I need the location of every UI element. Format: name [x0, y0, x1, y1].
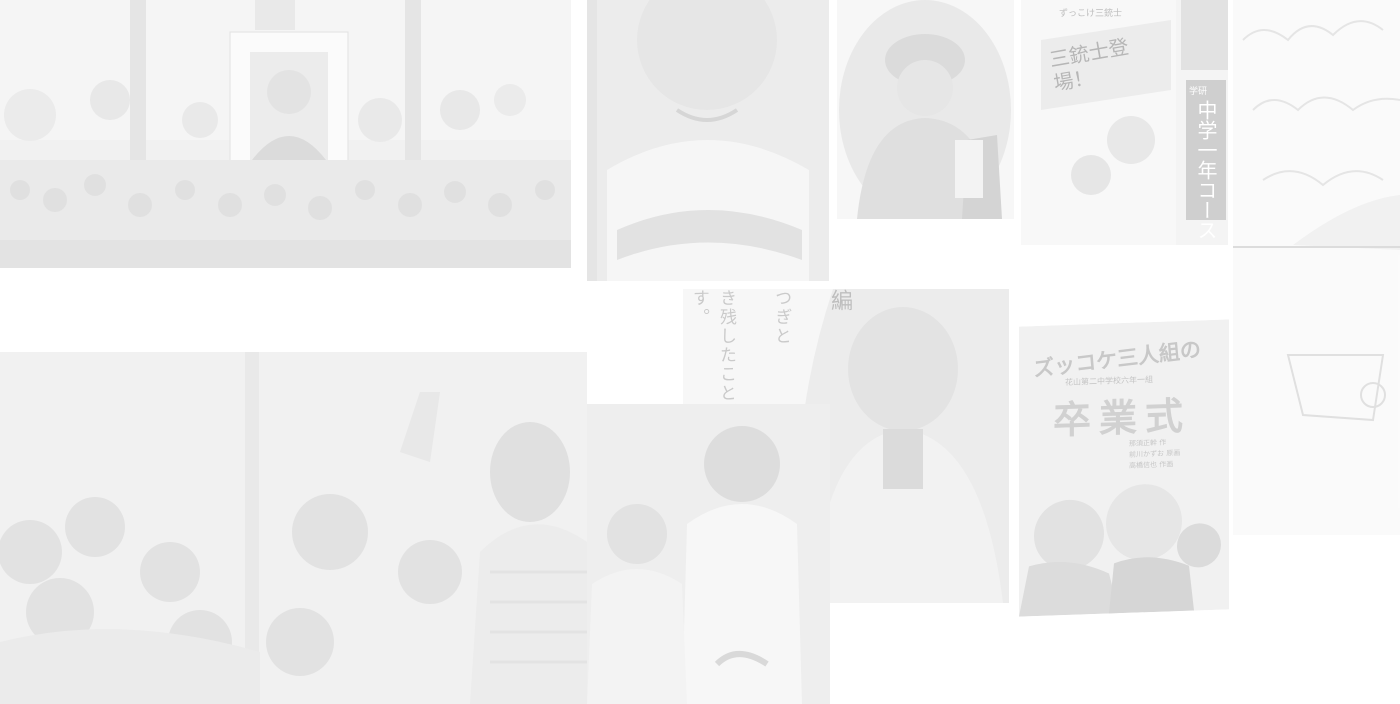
- cover-side-small: 学研: [1189, 87, 1208, 97]
- book-line-3: す。: [689, 289, 709, 327]
- book-line-2: き残したことば: [716, 289, 736, 422]
- child-oval-portrait: [837, 0, 1014, 219]
- memorial-altar-photo: [0, 0, 571, 268]
- boy-portrait-photo: [587, 0, 829, 281]
- sanjushi-magazine-cover: ずっこけ三銃士 三銃士登場！ 学研 中学一年コース: [1021, 0, 1228, 245]
- book-line-1: つぎと: [771, 289, 791, 346]
- children-crowd-photo: [0, 352, 587, 704]
- landscape-sketch: [1233, 0, 1400, 535]
- book-heading: 編: [827, 289, 852, 313]
- cover-top-caption: ずっこけ三銃士: [1059, 9, 1123, 19]
- two-kids-photo: [587, 404, 830, 704]
- zukkoke-book-cover: ズッコケ三人組の 花山第二中学校六年一組 卒業式 那須正幹 作 前川かずお 原画…: [1019, 319, 1229, 617]
- cover-side-label: 中学一年コース: [1194, 100, 1218, 240]
